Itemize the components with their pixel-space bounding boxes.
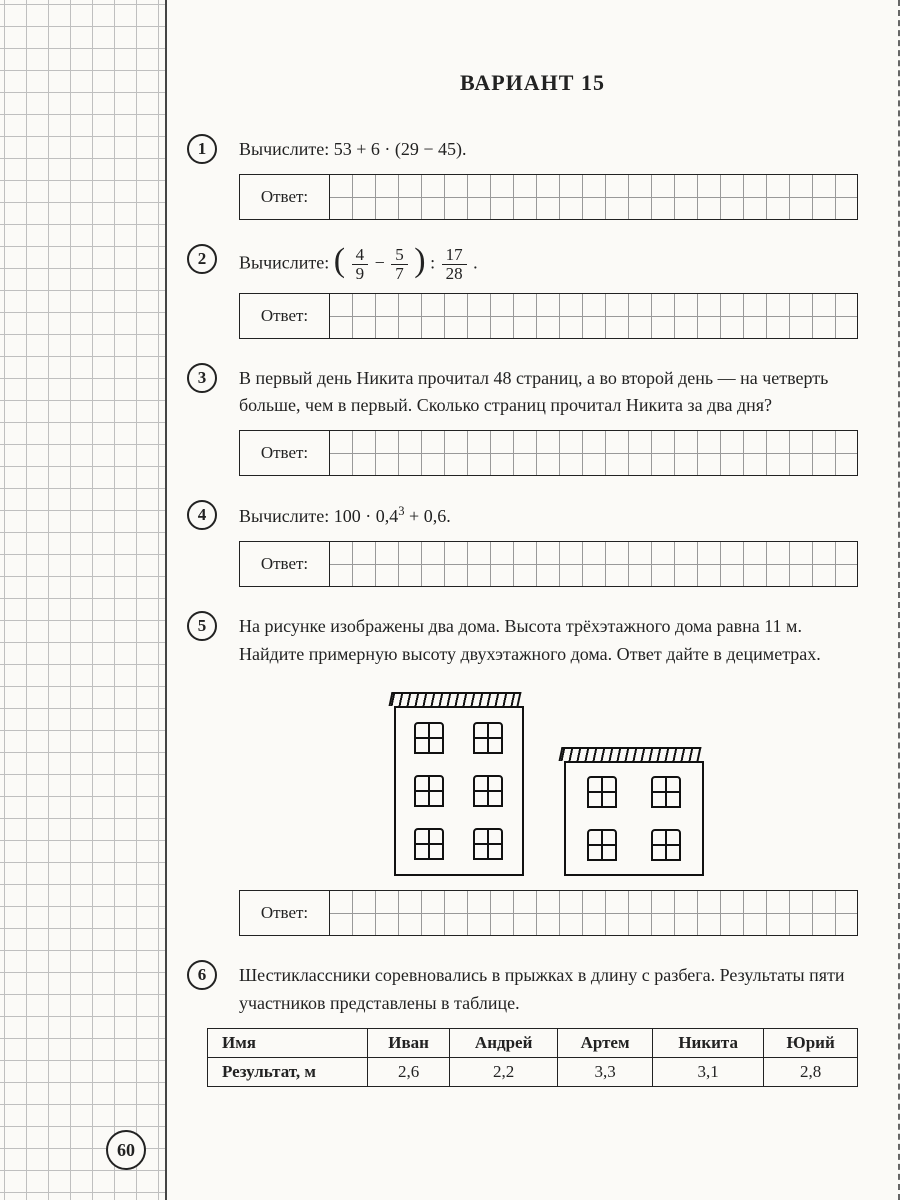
answer-grid[interactable]: [330, 542, 857, 586]
problem-3: 3 В первый день Никита прочитал 48 стран…: [167, 365, 898, 477]
problem-6-table-wrap: Имя Иван Андрей Артем Никита Юрий Резуль…: [167, 1028, 898, 1087]
prompt-prefix: Вычислите:: [239, 139, 334, 159]
house-body: [564, 761, 704, 876]
answer-label: Ответ:: [240, 891, 330, 935]
table-row: Имя Иван Андрей Артем Никита Юрий: [208, 1028, 858, 1057]
window-icon: [414, 828, 444, 860]
table-row: Результат, м 2,6 2,2 3,3 3,1 2,8: [208, 1057, 858, 1086]
three-storey-house-icon: [394, 692, 524, 876]
window-icon: [414, 722, 444, 754]
answer-box: Ответ:: [239, 890, 858, 936]
window-icon: [587, 829, 617, 861]
problem-number-badge: 5: [187, 611, 217, 641]
value-cell: 3,3: [558, 1057, 653, 1086]
col-header: Юрий: [764, 1028, 858, 1057]
row-label: Результат, м: [208, 1057, 368, 1086]
page-number-badge: 60: [106, 1130, 146, 1170]
problem-5: 5 На рисунке изображены два дома. Высота…: [167, 613, 898, 936]
answer-grid[interactable]: [330, 175, 857, 219]
houses-illustration: [239, 681, 858, 876]
fraction-2: 5 7: [391, 246, 408, 283]
problem-2-prompt: Вычислите: ( 4 9 − 5 7 ) : 17 28 .: [239, 246, 858, 283]
numerator: 4: [352, 246, 369, 264]
roof-icon: [558, 747, 701, 761]
problem-number-badge: 3: [187, 363, 217, 393]
graph-paper-margin: [0, 0, 165, 1200]
worksheet-page: ВАРИАНТ 15 1 Вычислите: 53 + 6 · (29 − 4…: [165, 0, 900, 1200]
answer-box: Ответ:: [239, 541, 858, 587]
expression: 53 + 6 · (29 − 45).: [334, 139, 467, 159]
minus: −: [375, 252, 390, 272]
answer-label: Ответ:: [240, 542, 330, 586]
window-icon: [587, 776, 617, 808]
problem-number-badge: 2: [187, 244, 217, 274]
col-header: Никита: [653, 1028, 764, 1057]
house-body: [394, 706, 524, 876]
value-cell: 2,2: [450, 1057, 558, 1086]
lparen-icon: (: [334, 246, 345, 277]
problem-3-text: В первый день Никита прочитал 48 страниц…: [239, 365, 858, 421]
numerator: 5: [391, 246, 408, 264]
answer-box: Ответ:: [239, 430, 858, 476]
roof-icon: [388, 692, 521, 706]
problem-6: 6 Шестиклассники соревновались в прыжках…: [167, 962, 898, 1018]
denominator: 9: [352, 264, 369, 283]
answer-grid[interactable]: [330, 431, 857, 475]
window-icon: [414, 775, 444, 807]
rparen-icon: ): [414, 246, 425, 277]
value-cell: 3,1: [653, 1057, 764, 1086]
results-table: Имя Иван Андрей Артем Никита Юрий Резуль…: [207, 1028, 858, 1087]
fraction-3: 17 28: [442, 246, 467, 283]
problem-6-text: Шестиклассники соревновались в прыжках в…: [239, 962, 858, 1018]
answer-grid[interactable]: [330, 294, 857, 338]
problem-1-prompt: Вычислите: 53 + 6 · (29 − 45).: [239, 136, 858, 164]
page-title: ВАРИАНТ 15: [167, 70, 898, 96]
col-header: Артем: [558, 1028, 653, 1057]
tail: + 0,6.: [405, 506, 451, 526]
denominator: 28: [442, 264, 467, 283]
value-cell: 2,8: [764, 1057, 858, 1086]
answer-label: Ответ:: [240, 294, 330, 338]
window-icon: [651, 776, 681, 808]
problem-number-badge: 6: [187, 960, 217, 990]
window-icon: [473, 775, 503, 807]
window-icon: [651, 829, 681, 861]
problem-1: 1 Вычислите: 53 + 6 · (29 − 45). Ответ:: [167, 136, 898, 220]
col-header: Андрей: [450, 1028, 558, 1057]
numerator: 17: [442, 246, 467, 264]
period: .: [473, 252, 478, 272]
answer-box: Ответ:: [239, 293, 858, 339]
denominator: 7: [391, 264, 408, 283]
problem-number-badge: 4: [187, 500, 217, 530]
prompt-prefix: Вычислите:: [239, 252, 334, 272]
problem-5-text: На рисунке изображены два дома. Высота т…: [239, 613, 858, 669]
col-header: Иван: [368, 1028, 450, 1057]
problem-4-prompt: Вычислите: 100 · 0,43 + 0,6.: [239, 502, 858, 531]
two-storey-house-icon: [564, 747, 704, 876]
fraction-1: 4 9: [352, 246, 369, 283]
base: 100 · 0,4: [334, 506, 399, 526]
answer-grid[interactable]: [330, 891, 857, 935]
header-name: Имя: [208, 1028, 368, 1057]
window-icon: [473, 722, 503, 754]
answer-label: Ответ:: [240, 175, 330, 219]
problem-number-badge: 1: [187, 134, 217, 164]
value-cell: 2,6: [368, 1057, 450, 1086]
answer-label: Ответ:: [240, 431, 330, 475]
problem-4: 4 Вычислите: 100 · 0,43 + 0,6. Ответ:: [167, 502, 898, 587]
colon: :: [430, 252, 440, 272]
prompt-prefix: Вычислите:: [239, 506, 334, 526]
problem-2: 2 Вычислите: ( 4 9 − 5 7 ) : 17 28 . Отв…: [167, 246, 898, 339]
answer-box: Ответ:: [239, 174, 858, 220]
window-icon: [473, 828, 503, 860]
